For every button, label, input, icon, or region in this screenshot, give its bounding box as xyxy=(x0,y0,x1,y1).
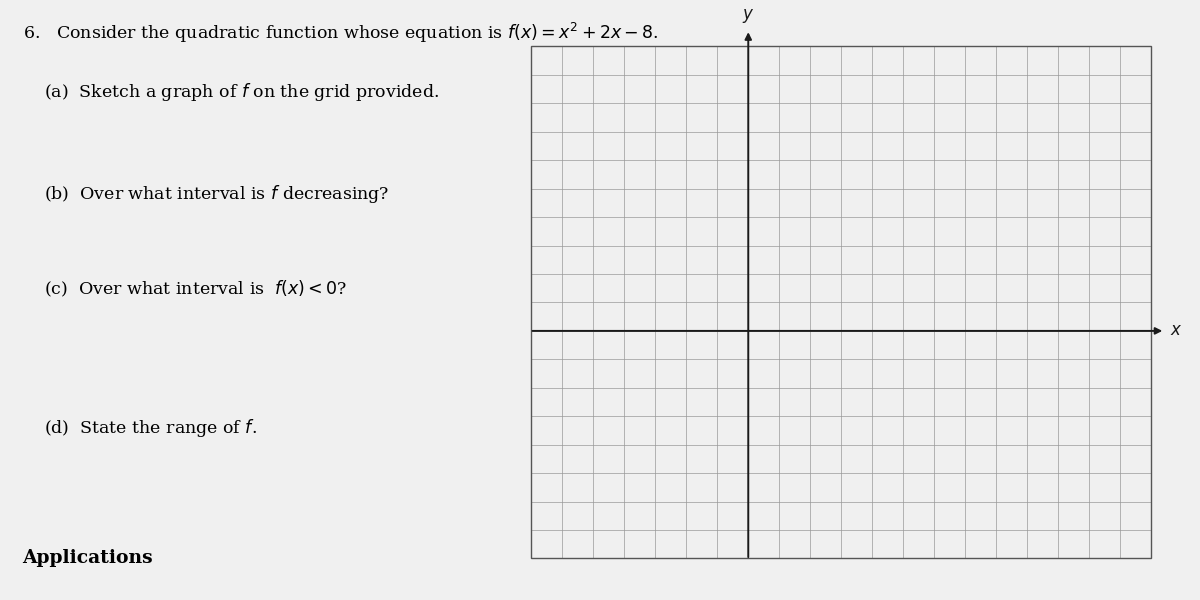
Text: Applications: Applications xyxy=(23,549,154,567)
Text: 6.   Consider the quadratic function whose equation is $f(x) = x^2 + 2x - 8$.: 6. Consider the quadratic function whose… xyxy=(23,21,659,45)
Text: $y$: $y$ xyxy=(742,7,755,25)
Text: (c)  Over what interval is  $f(x) < 0$?: (c) Over what interval is $f(x) < 0$? xyxy=(43,279,347,299)
Text: $x$: $x$ xyxy=(1170,322,1182,340)
Text: (a)  Sketch a graph of $f$ on the grid provided.: (a) Sketch a graph of $f$ on the grid pr… xyxy=(43,81,439,103)
Text: (b)  Over what interval is $f$ decreasing?: (b) Over what interval is $f$ decreasing… xyxy=(43,183,389,205)
Text: (d)  State the range of $f$.: (d) State the range of $f$. xyxy=(43,417,257,439)
